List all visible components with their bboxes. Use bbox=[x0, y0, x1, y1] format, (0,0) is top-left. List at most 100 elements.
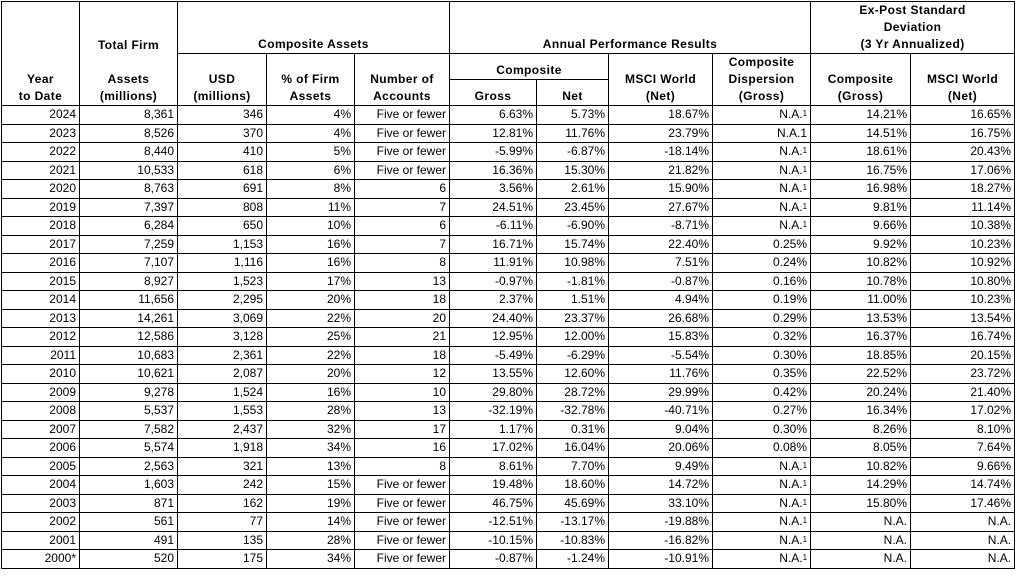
cell-assets: 561 bbox=[79, 512, 178, 532]
cell-usd-value: 77 bbox=[249, 514, 263, 529]
cell-msci: -40.71% bbox=[608, 401, 713, 421]
cell-pct-firm-value: 22% bbox=[326, 310, 351, 325]
cell-year: 2008 bbox=[1, 401, 80, 421]
sd-msci-line2: (Net) bbox=[947, 89, 978, 103]
cell-assets-value: 6,284 bbox=[143, 218, 174, 233]
cell-dispersion-value: 0.32% bbox=[772, 329, 808, 344]
cell-usd-value: 410 bbox=[242, 144, 263, 159]
cell-pct-firm: 11% bbox=[266, 197, 355, 217]
cell-msci: -8.71% bbox=[608, 216, 713, 236]
msci-line2: (Net) bbox=[645, 89, 676, 103]
cell-pct-firm: 14% bbox=[266, 512, 355, 532]
year-line1: Year bbox=[27, 72, 54, 86]
cell-usd: 242 bbox=[177, 475, 267, 495]
cell-sd-composite: 16.75% bbox=[810, 160, 912, 180]
cell-sd-msci-value: 8.10% bbox=[977, 421, 1012, 436]
cell-accounts: 6 bbox=[354, 179, 450, 199]
cell-msci-value: -16.82% bbox=[664, 532, 709, 547]
cell-sd-composite-value: 20.24% bbox=[866, 384, 908, 399]
cell-gross: 24.51% bbox=[449, 197, 537, 217]
cell-net: 11.76% bbox=[536, 123, 609, 143]
cell-sd-composite: 16.34% bbox=[810, 401, 912, 421]
cell-usd-value: 1,116 bbox=[233, 255, 263, 270]
cell-msci: 20.06% bbox=[608, 438, 713, 458]
cell-usd-value: 618 bbox=[242, 162, 263, 177]
cell-msci: 9.04% bbox=[608, 419, 713, 439]
cell-sd-msci: 21.40% bbox=[910, 382, 1015, 402]
cell-net-value: -10.83% bbox=[560, 532, 605, 547]
cell-gross-value: -12.51% bbox=[488, 514, 533, 529]
cell-accounts: 7 bbox=[354, 197, 450, 217]
cell-assets-value: 7,259 bbox=[143, 236, 174, 251]
cell-dispersion-value: N.A. bbox=[779, 107, 803, 122]
cell-year-value: 2017 bbox=[49, 236, 76, 251]
cell-assets: 10,683 bbox=[79, 345, 178, 365]
header-year: Year to Date bbox=[1, 53, 80, 106]
table-row: 2001 491 135 28% Five or fewer -10.15% -10.83%… bbox=[1, 530, 1015, 550]
header-ex-post-sd: Ex-Post Standard Deviation (3 Yr Annuali… bbox=[810, 1, 1015, 54]
cell-dispersion: N.A.1 bbox=[711, 216, 812, 236]
cell-dispersion: 0.30% bbox=[711, 345, 812, 365]
header-composite-assets: Composite Assets bbox=[177, 1, 450, 54]
cell-usd: 410 bbox=[177, 142, 267, 162]
cell-sd-composite-value: 14.29% bbox=[866, 477, 908, 492]
cell-gross-value: 16.36% bbox=[492, 162, 533, 177]
cell-sd-composite: 10.78% bbox=[810, 271, 912, 291]
cell-year-value: 2019 bbox=[49, 199, 76, 214]
header-assets: Assets (millions) bbox=[79, 53, 178, 106]
cell-accounts-value: 17 bbox=[432, 421, 446, 436]
accounts-line2: Accounts bbox=[373, 89, 431, 103]
cell-sd-msci-value: 18.27% bbox=[970, 181, 1012, 196]
table-row: 2007 7,582 2,437 32% 17 1.17% 0.31% 9.04% 0.30% 8… bbox=[1, 419, 1015, 439]
cell-sd-composite-value: 18.85% bbox=[866, 347, 908, 362]
cell-sd-composite-value: 9.81% bbox=[872, 199, 908, 214]
usd-line2: (millions) bbox=[193, 89, 251, 103]
dispersion-line2: Dispersion bbox=[728, 72, 795, 86]
cell-sd-msci: 9.66% bbox=[910, 456, 1015, 476]
cell-pct-firm: 19% bbox=[266, 493, 355, 513]
cell-sd-composite: 13.53% bbox=[810, 308, 912, 328]
cell-msci-value: -18.14% bbox=[664, 144, 709, 159]
cell-sd-composite-value: 10.82% bbox=[866, 458, 908, 473]
cell-sd-msci-value: 10.80% bbox=[970, 273, 1012, 288]
cell-msci-value: -10.91% bbox=[664, 551, 709, 566]
cell-net: 23.45% bbox=[536, 197, 609, 217]
table-row: 2016 7,107 1,116 16% 8 11.91% 10.98% 7.51% 0.24%… bbox=[1, 253, 1015, 273]
cell-gross: 19.48% bbox=[449, 475, 537, 495]
table-row: 2024 8,361 346 4% Five or fewer 6.63% 5.73% 18.… bbox=[1, 105, 1015, 125]
cell-accounts: 6 bbox=[354, 216, 450, 236]
cell-pct-firm-value: 34% bbox=[326, 440, 351, 455]
cell-msci-value: 9.49% bbox=[674, 458, 709, 473]
assets-line1: Assets bbox=[107, 72, 150, 86]
cell-msci-value: -0.87% bbox=[670, 273, 709, 288]
cell-gross-value: 19.48% bbox=[492, 477, 533, 492]
cell-usd: 1,553 bbox=[177, 401, 267, 421]
cell-year: 2006 bbox=[1, 438, 80, 458]
cell-net-value: 15.74% bbox=[564, 236, 605, 251]
cell-assets: 8,440 bbox=[79, 142, 178, 162]
cell-msci-value: 15.90% bbox=[668, 181, 709, 196]
cell-usd: 2,087 bbox=[177, 364, 267, 384]
table-row: 2013 14,261 3,069 22% 20 24.40% 23.37% 26.68% 0.… bbox=[1, 308, 1015, 328]
cell-sd-msci: N.A. bbox=[910, 512, 1015, 532]
cell-year-value: 2018 bbox=[49, 218, 76, 233]
cell-pct-firm: 6% bbox=[266, 160, 355, 180]
cell-sd-composite: 18.61% bbox=[810, 142, 912, 162]
cell-gross: -5.49% bbox=[449, 345, 537, 365]
cell-gross: 29.80% bbox=[449, 382, 537, 402]
cell-year-value: 2002 bbox=[49, 514, 76, 529]
cell-dispersion-value: N.A. bbox=[779, 144, 803, 159]
table-row: 2005 2,563 321 13% 8 8.61% 7.70% 9.49% N.A.1 10.8… bbox=[1, 456, 1015, 476]
cell-net-value: -32.78% bbox=[560, 403, 605, 418]
cell-year-value: 2021 bbox=[49, 162, 76, 177]
cell-year: 2013 bbox=[1, 308, 80, 328]
cell-sd-msci: 14.74% bbox=[910, 475, 1015, 495]
cell-pct-firm: 15% bbox=[266, 475, 355, 495]
cell-assets: 7,397 bbox=[79, 197, 178, 217]
cell-net: 28.72% bbox=[536, 382, 609, 402]
table-row: 2011 10,683 2,361 22% 18 -5.49% -6.29% -5.54% 0.… bbox=[1, 345, 1015, 365]
cell-gross-value: 8.61% bbox=[498, 458, 533, 473]
cell-msci: -10.91% bbox=[608, 549, 713, 569]
cell-usd-value: 321 bbox=[242, 458, 263, 473]
footnote-marker: 1 bbox=[802, 183, 808, 193]
